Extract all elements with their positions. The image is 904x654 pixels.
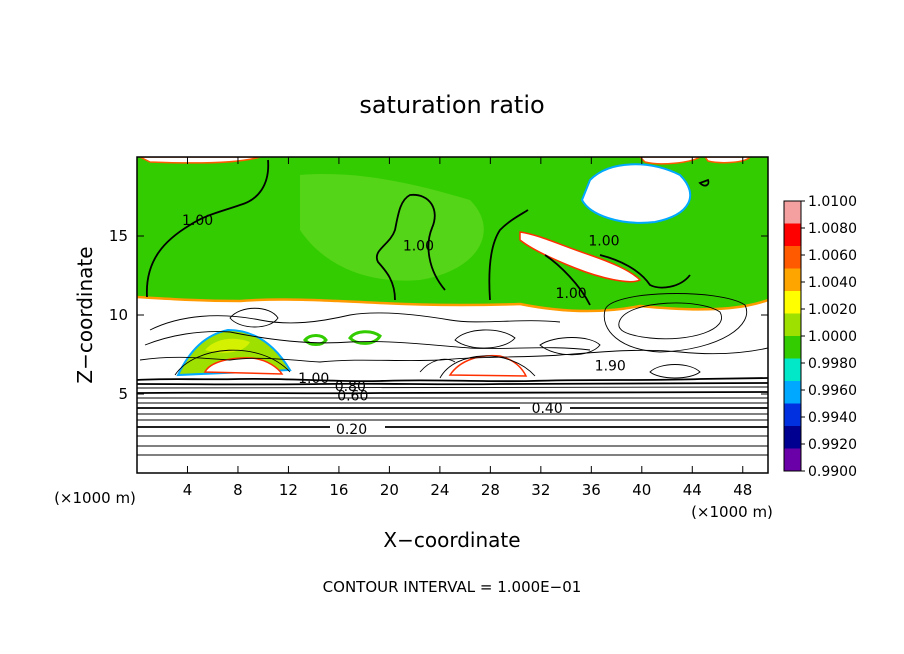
colorbar-swatch <box>784 336 801 359</box>
x-tick-label: 12 <box>279 481 298 499</box>
contour-label: 1.90 <box>595 359 626 375</box>
contour-eddy-7 <box>649 364 701 379</box>
contour-eddy-5 <box>618 302 722 340</box>
x-axis: 4 8 12 16 20 24 28 32 36 40 44 48 <box>183 157 752 499</box>
contour-label: 0.20 <box>336 422 367 438</box>
x-tick-label: 36 <box>582 481 601 499</box>
x-tick-label: 24 <box>430 481 449 499</box>
contour-eddy-2 <box>144 331 591 351</box>
contour-0.60 <box>137 391 768 395</box>
contour-label: 0.80 <box>335 379 366 395</box>
contour-label: 0.60 <box>337 389 368 405</box>
colorbar-swatch <box>784 291 801 314</box>
contour-1.00-small <box>698 178 710 187</box>
colorbar-label: 1.0020 <box>808 302 857 318</box>
contour-label: 1.00 <box>403 238 434 254</box>
colorbar-swatch <box>784 201 801 224</box>
contour-eddy-1 <box>149 312 561 331</box>
dry-pocket-upper <box>580 163 692 224</box>
x-unit-left: (×1000 m) <box>54 489 136 507</box>
colorbar-swatch <box>784 246 801 269</box>
layer-boundary <box>137 295 768 313</box>
y-tick-label: 10 <box>109 306 128 324</box>
saturated-layer-light <box>300 174 484 281</box>
x-tick-label: 32 <box>531 481 550 499</box>
contour-eddy-9 <box>539 337 601 356</box>
x-tick-label: 48 <box>733 481 752 499</box>
contour-eddy-11 <box>439 355 536 379</box>
x-tick-label: 40 <box>632 481 651 499</box>
y-axis-label: Z−coordinate <box>73 246 97 383</box>
dry-streak <box>519 231 642 283</box>
colorbar-label: 0.9980 <box>808 356 857 372</box>
colorbar-label: 0.9960 <box>808 383 857 399</box>
colorbar-label: 1.0060 <box>808 248 857 264</box>
y-tick-label: 15 <box>109 227 128 245</box>
contour-eddy-6 <box>603 293 748 353</box>
colorbar-label: 0.9920 <box>808 437 857 453</box>
contour-lines <box>137 159 768 456</box>
colorbar-label: 1.0040 <box>808 275 857 291</box>
colorbar-swatch <box>784 358 801 382</box>
contour-eddy-8 <box>454 329 516 349</box>
x-unit-right: (×1000 m) <box>691 503 773 521</box>
contour-0.80 <box>137 382 768 386</box>
contour-eddy-10 <box>174 349 291 376</box>
contour-label: 1.00 <box>182 213 213 229</box>
x-tick-label: 44 <box>683 481 702 499</box>
contour-1.00-low <box>137 377 768 383</box>
colorbar-label: 1.0080 <box>808 221 857 237</box>
colorbar-label: 1.0000 <box>808 329 857 345</box>
contour-label: 1.00 <box>298 371 329 387</box>
colorbar-swatch <box>784 448 801 472</box>
colorbar-swatch <box>784 403 801 427</box>
chart-title: saturation ratio <box>359 91 544 119</box>
colorbar-label: 0.9900 <box>808 464 857 480</box>
x-tick-label: 28 <box>481 481 500 499</box>
y-tick-label: 5 <box>118 385 128 403</box>
x-tick-label: 8 <box>233 481 243 499</box>
x-tick-label: 4 <box>183 481 193 499</box>
colorbar-label: 1.0100 <box>808 194 857 210</box>
mound-mid-dry <box>448 354 528 377</box>
blob-23 <box>348 330 382 345</box>
colorbar: 1.0100 1.0080 1.0060 1.0040 1.0020 1.0000 0.99… <box>783 194 857 480</box>
colorbar-swatch <box>784 268 801 292</box>
top-dry-blob-1 <box>139 157 261 164</box>
contour-1.00-upper <box>146 159 270 298</box>
x-axis-label: X−coordinate <box>383 528 520 552</box>
colorbar-swatch <box>784 381 801 404</box>
colorbar-swatch <box>784 426 801 449</box>
contour-1.00-mid <box>375 194 446 301</box>
contour-1.00-right <box>488 209 691 306</box>
saturation-field <box>137 157 768 473</box>
x-tick-label: 20 <box>380 481 399 499</box>
colorbar-swatch <box>784 313 801 337</box>
colorbar-swatch <box>784 223 801 247</box>
contour-label: 1.00 <box>588 234 619 250</box>
contour-eddy-4 <box>229 307 279 328</box>
contour-interval-note: CONTOUR INTERVAL = 1.000E−01 <box>323 578 582 596</box>
contour-label: 0.40 <box>532 401 563 417</box>
x-tick-label: 16 <box>329 481 348 499</box>
contour-labels: 1.00 1.00 1.00 1.00 1.90 1.00 0.800.60 0.40 0.20 <box>182 213 626 438</box>
colorbar-label: 0.9940 <box>808 410 857 426</box>
mound-left-core <box>205 338 250 353</box>
contour-eddy-12 <box>419 358 456 373</box>
contour-label: 1.00 <box>556 286 587 302</box>
y-axis: 5 10 15 <box>109 227 768 403</box>
